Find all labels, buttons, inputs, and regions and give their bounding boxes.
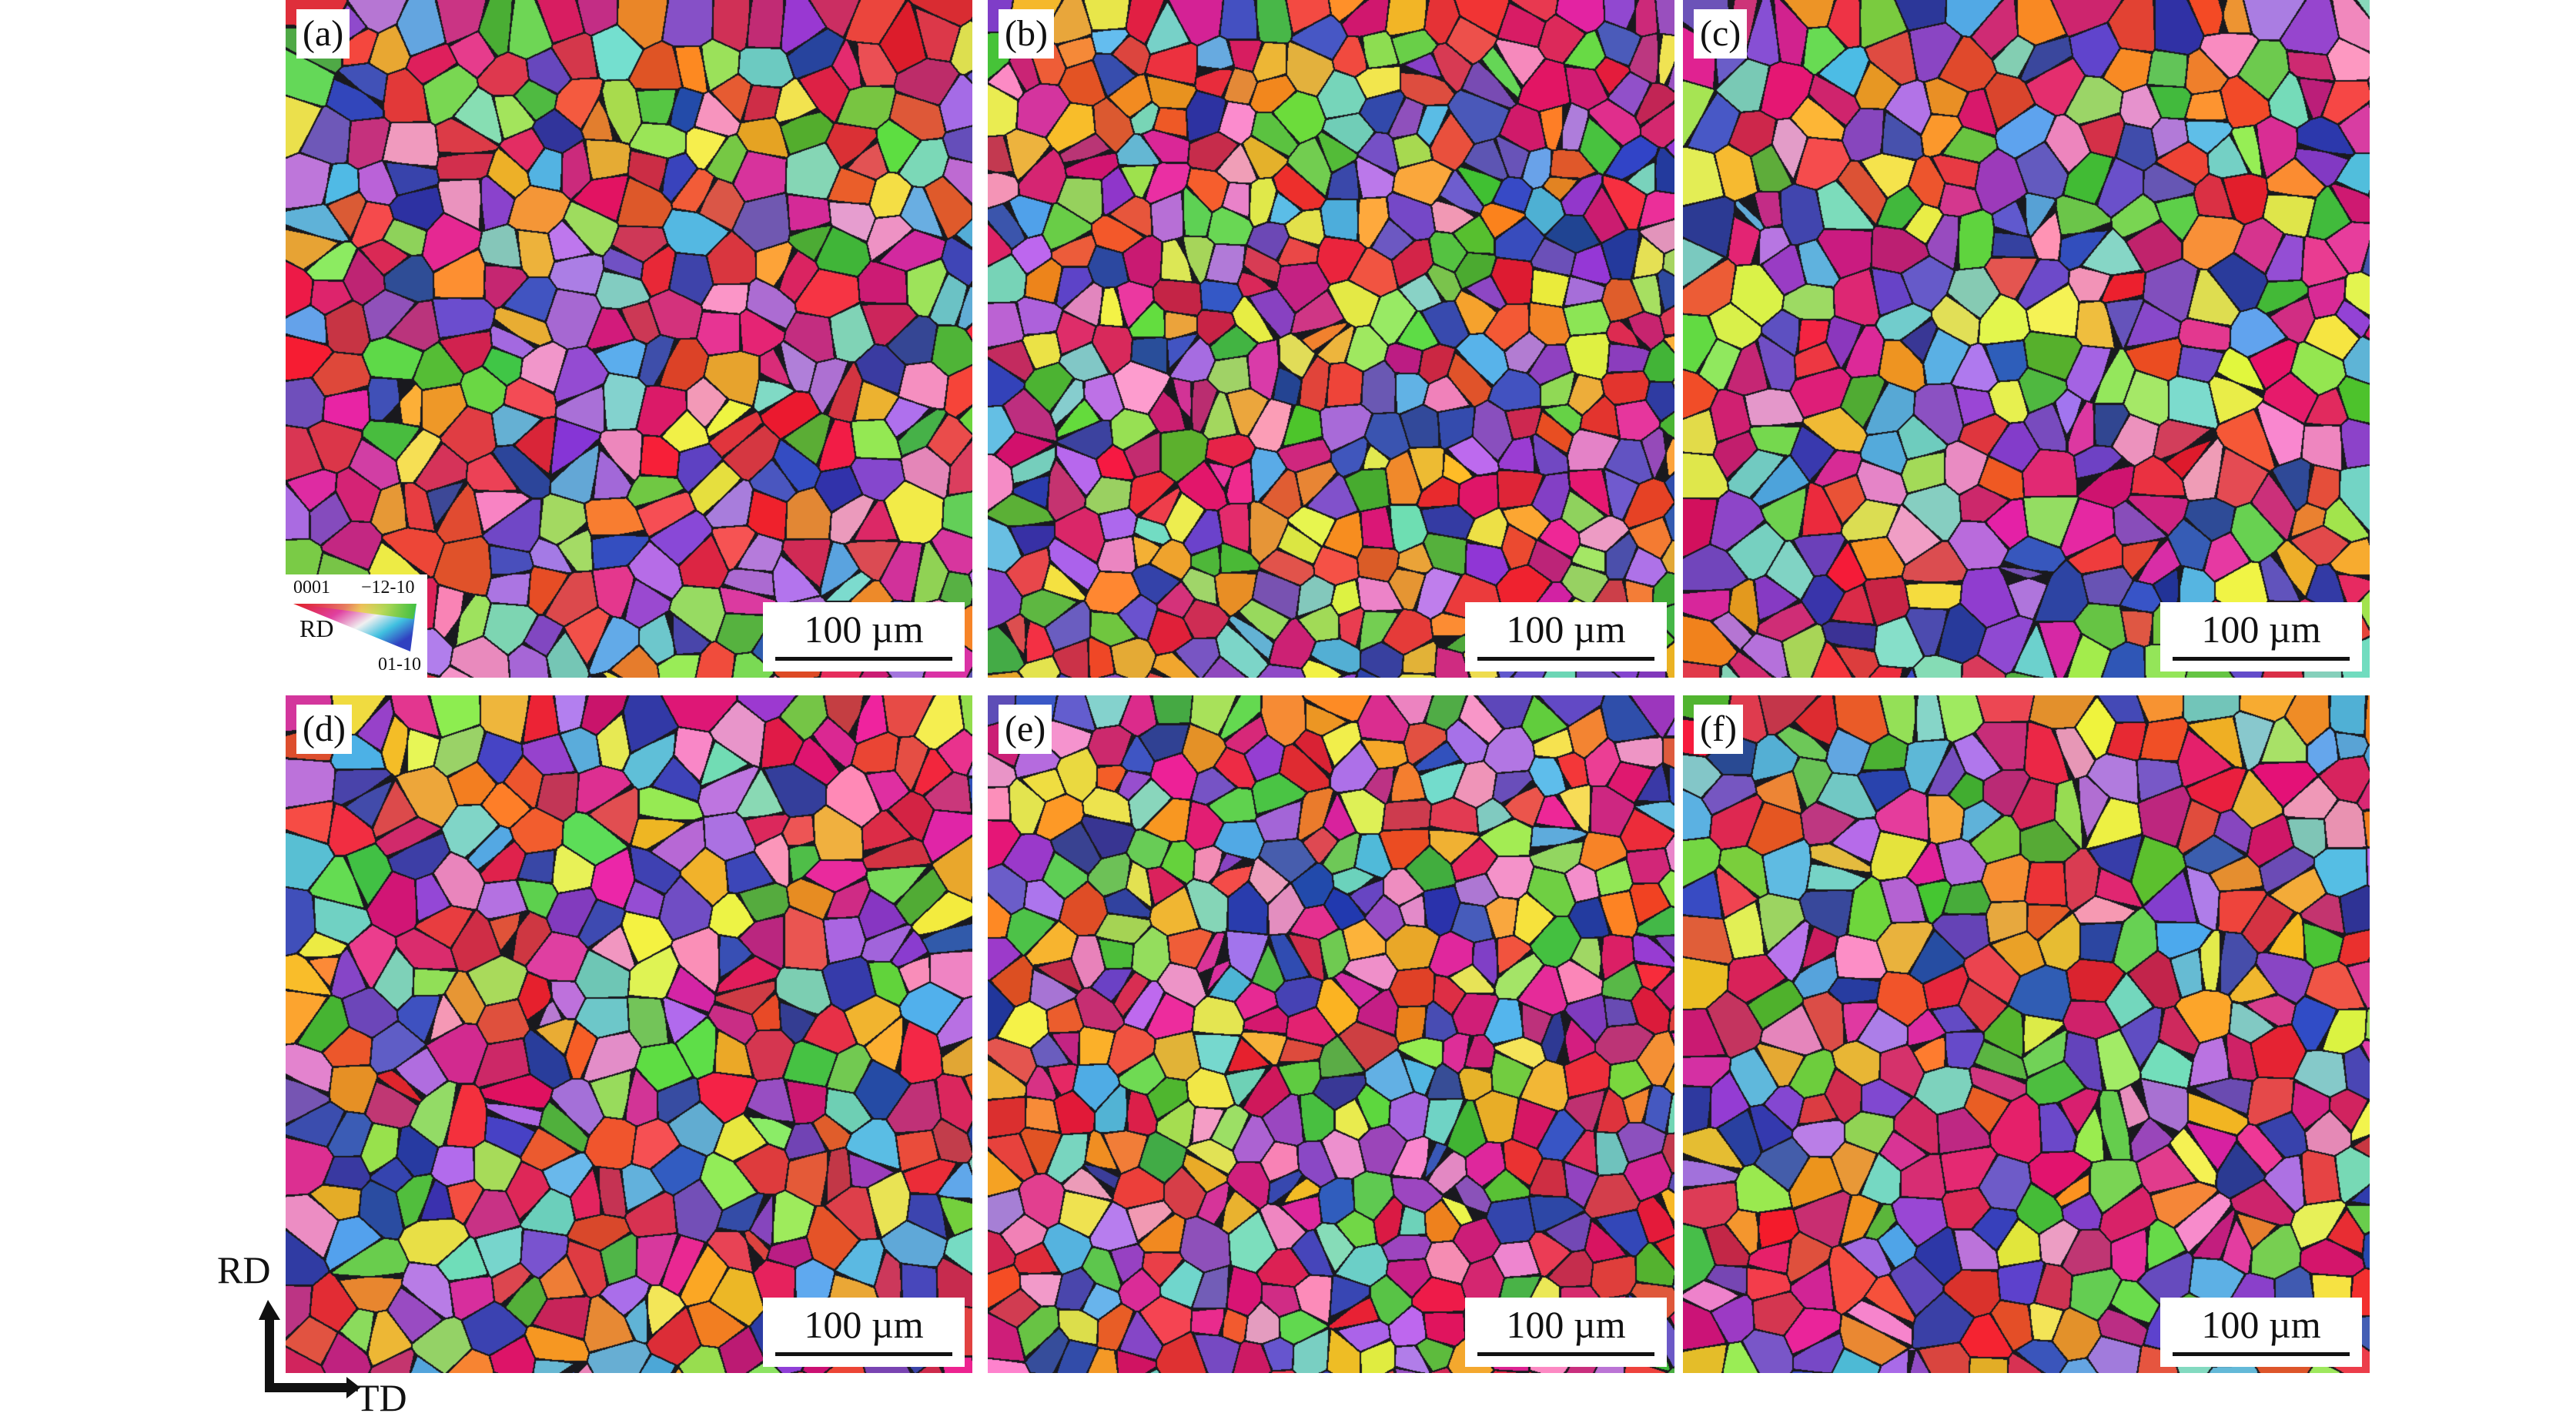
scale-bar-text: 100 µm bbox=[804, 1303, 924, 1346]
ebsd-map-panel-d: (d) 100 µm bbox=[286, 695, 972, 1373]
scale-bar-line bbox=[2173, 1352, 2350, 1356]
scale-bar: 100 µm bbox=[1465, 1298, 1667, 1367]
scale-bar-line bbox=[775, 657, 952, 661]
panel-label: (e) bbox=[999, 705, 1052, 754]
ebsd-map-panel-e: (e) 100 µm bbox=[988, 695, 1674, 1373]
scale-bar-line bbox=[1477, 657, 1654, 661]
grain-map bbox=[1683, 0, 2370, 678]
grain-map bbox=[1683, 695, 2370, 1373]
scale-bar-line bbox=[2173, 657, 2350, 661]
legend-12-10: −12-10 bbox=[361, 578, 415, 598]
rd-axis-label: RD bbox=[217, 1248, 271, 1291]
grain-map bbox=[988, 695, 1674, 1373]
scale-bar-text: 100 µm bbox=[1506, 1303, 1626, 1346]
scale-bar: 100 µm bbox=[763, 602, 965, 671]
grain-map bbox=[286, 0, 972, 678]
ipf-legend: 0001 −12-10 RD 01-10 bbox=[286, 574, 427, 678]
legend-0001: 0001 bbox=[293, 578, 330, 598]
panel-label: (b) bbox=[999, 9, 1054, 59]
grain-map bbox=[286, 695, 972, 1373]
legend-rd: RD bbox=[299, 615, 334, 642]
scale-bar-text: 100 µm bbox=[2201, 608, 2321, 651]
ipf-triangle-icon bbox=[293, 604, 417, 651]
scale-bar-text: 100 µm bbox=[804, 608, 924, 651]
ebsd-map-panel-b: (b) 100 µm bbox=[988, 0, 1674, 678]
scale-bar: 100 µm bbox=[2160, 602, 2362, 671]
ebsd-map-panel-a: (a) 100 µm 0001 −12-10 RD 01-10 bbox=[286, 0, 972, 678]
td-axis-label: TD bbox=[356, 1376, 407, 1419]
legend-01-10: 01-10 bbox=[378, 655, 421, 675]
panel-label: (a) bbox=[296, 9, 350, 59]
scale-bar-text: 100 µm bbox=[2201, 1303, 2321, 1346]
direction-arrows-icon bbox=[259, 1300, 360, 1398]
scale-bar-line bbox=[775, 1352, 952, 1356]
ebsd-map-panel-c: (c) 100 µm bbox=[1683, 0, 2370, 678]
scale-bar-line bbox=[1477, 1352, 1654, 1356]
panel-label: (d) bbox=[296, 705, 352, 754]
panel-label: (f) bbox=[1694, 705, 1743, 754]
scale-bar: 100 µm bbox=[1465, 602, 1667, 671]
scale-bar: 100 µm bbox=[2160, 1298, 2362, 1367]
scale-bar-text: 100 µm bbox=[1506, 608, 1626, 651]
ebsd-map-panel-f: (f) 100 µm bbox=[1683, 695, 2370, 1373]
panel-label: (c) bbox=[1694, 9, 1748, 59]
grain-map bbox=[988, 0, 1674, 678]
scale-bar: 100 µm bbox=[763, 1298, 965, 1367]
